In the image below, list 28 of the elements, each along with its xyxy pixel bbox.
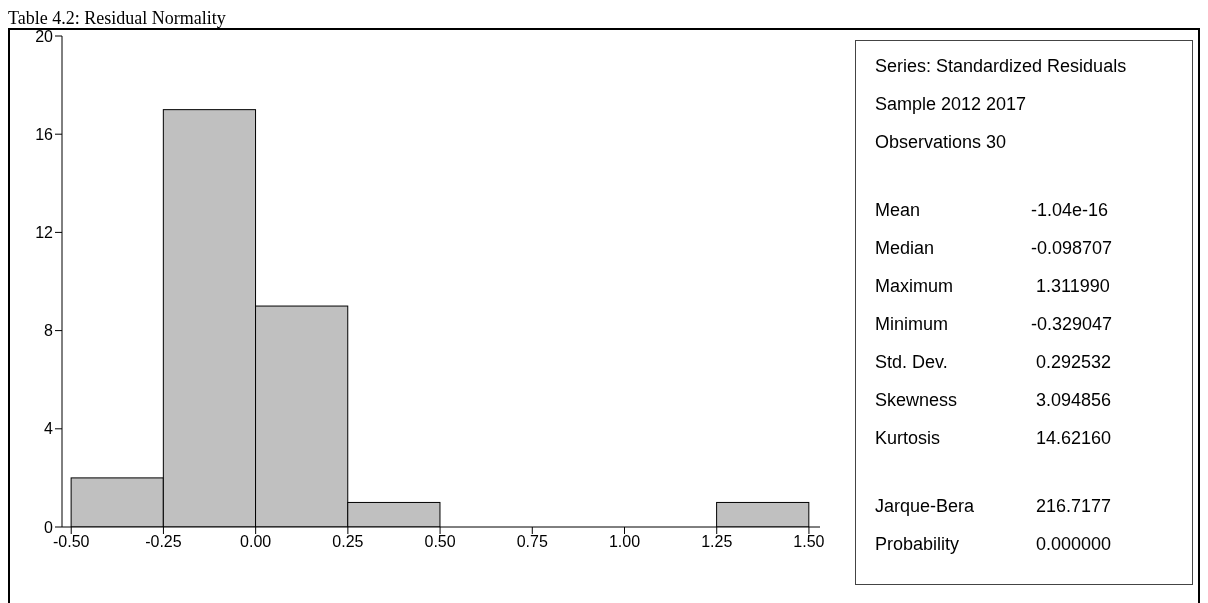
text: Maximum 1.311990 bbox=[875, 276, 1110, 296]
y-tick-label: 12 bbox=[35, 224, 54, 242]
text: Median -0.098707 bbox=[875, 238, 1113, 258]
x-tick-label: -0.50 bbox=[52, 533, 90, 551]
text: Kurtosis 14.62160 bbox=[875, 428, 1112, 448]
y-tick-label: 20 bbox=[35, 27, 54, 45]
text: Minimum -0.329047 bbox=[875, 314, 1113, 334]
x-tick-label: 0.25 bbox=[332, 533, 364, 551]
x-tick-label: 0.00 bbox=[240, 533, 272, 551]
x-tick-label: 1.25 bbox=[701, 533, 733, 551]
text: Mean -1.04e-16 bbox=[875, 200, 1109, 220]
text: Series: Standardized Residuals bbox=[875, 55, 1127, 78]
x-tick-label: 1.50 bbox=[793, 533, 825, 551]
x-tick-label: 0.75 bbox=[516, 533, 548, 551]
y-tick-label: 16 bbox=[35, 125, 54, 143]
x-tick-label: 1.00 bbox=[608, 533, 641, 551]
x-tick-label: 0.50 bbox=[424, 533, 456, 551]
x-tick-label: -0.25 bbox=[145, 533, 182, 551]
y-tick-label: 0 bbox=[44, 518, 54, 536]
text: Jarque-Bera 216.7177 bbox=[875, 496, 1112, 516]
text: Sample 2012 2017 bbox=[875, 93, 1027, 116]
y-tick-label: 4 bbox=[44, 420, 54, 438]
y-tick-label: 8 bbox=[44, 322, 54, 340]
text: Skewness 3.094856 bbox=[875, 390, 1112, 410]
text: Std. Dev. 0.292532 bbox=[875, 352, 1112, 372]
text: Probability 0.000000 bbox=[875, 534, 1112, 554]
text: Observations 30 bbox=[875, 131, 1007, 154]
chart-title: Table 4.2: Residual Normality bbox=[8, 8, 227, 28]
